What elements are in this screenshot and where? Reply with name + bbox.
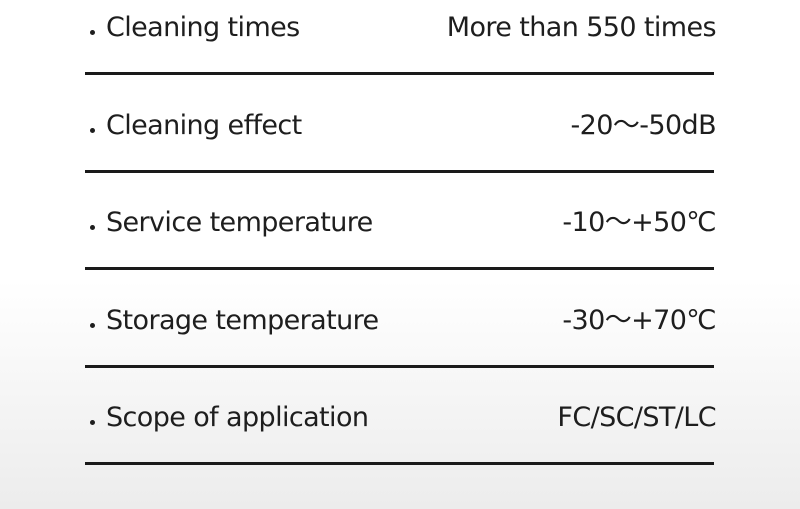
bullet	[90, 127, 95, 133]
spec-value: -30～+70℃	[562, 304, 716, 336]
spec-label: Service temperature	[106, 207, 373, 238]
divider	[85, 267, 714, 270]
bullet	[90, 30, 95, 35]
bullet	[90, 420, 95, 425]
spec-label: Scope of application	[106, 402, 369, 433]
spec-value: FC/SC/ST/LC	[557, 402, 716, 433]
divider	[85, 364, 714, 368]
spec-value: -10～+50℃	[562, 207, 716, 238]
bullet	[90, 225, 95, 230]
bullet	[90, 322, 95, 328]
spec-label: Cleaning effect	[106, 109, 302, 141]
divider	[85, 169, 714, 173]
spec-value: -20～-50dB	[570, 109, 717, 141]
divider	[85, 462, 714, 465]
spec-label: Storage temperature	[106, 304, 379, 336]
spec-value: More than 550 times	[446, 12, 717, 43]
spec-label: Cleaning times	[106, 12, 300, 43]
divider	[85, 72, 714, 75]
